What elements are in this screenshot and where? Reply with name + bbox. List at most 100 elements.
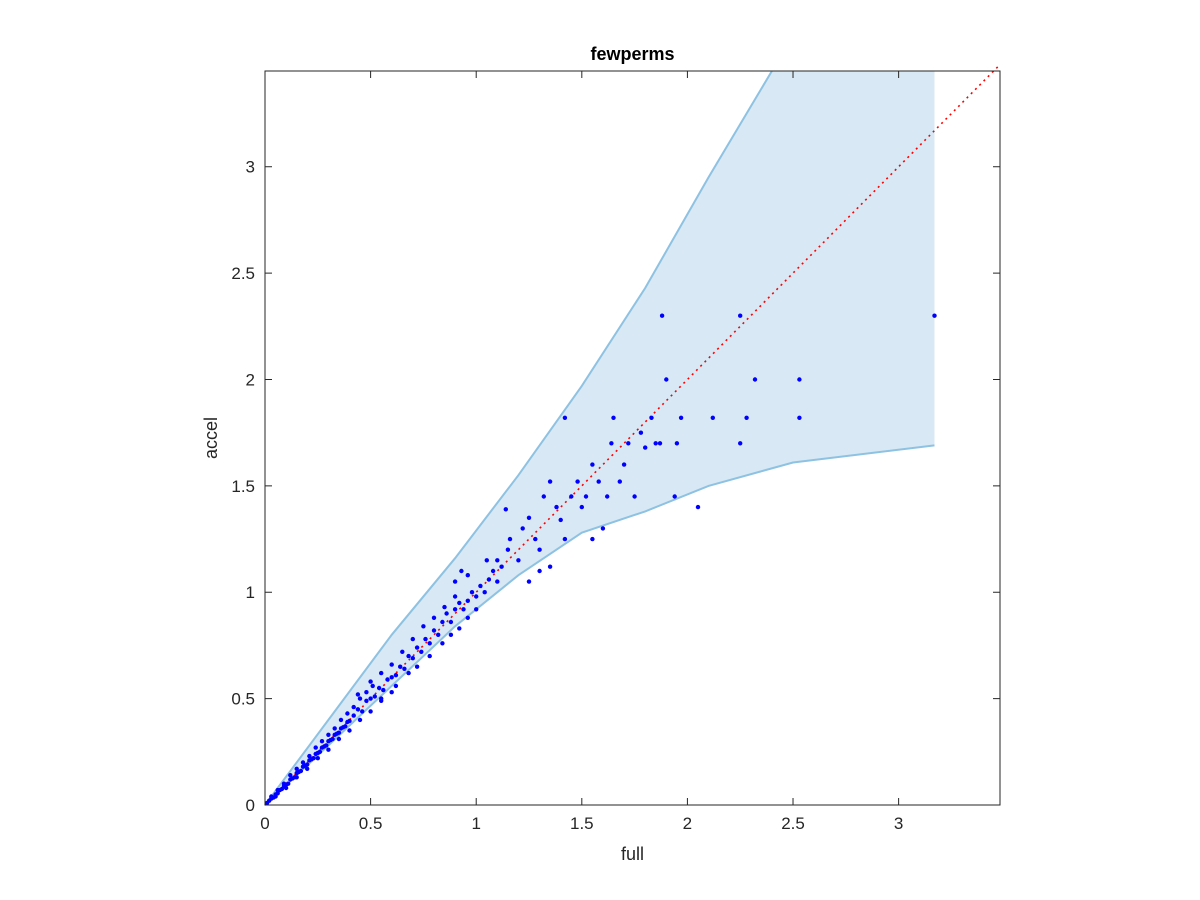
- data-point: [596, 479, 601, 484]
- data-point: [275, 791, 280, 796]
- data-point: [452, 594, 458, 599]
- data-point: [351, 704, 356, 710]
- data-point: [465, 598, 470, 603]
- x-tick-label: 1: [471, 814, 480, 833]
- data-point: [347, 718, 352, 724]
- data-point: [410, 636, 415, 642]
- data-point: [478, 583, 483, 589]
- y-tick-label: 2: [246, 370, 255, 389]
- data-point: [298, 768, 304, 774]
- data-point: [678, 415, 684, 420]
- data-point: [495, 579, 500, 584]
- data-point: [490, 568, 496, 574]
- data-point: [569, 494, 574, 499]
- data-point: [611, 415, 616, 420]
- data-point: [474, 607, 479, 612]
- data-point: [590, 536, 595, 542]
- data-point: [507, 536, 513, 542]
- data-point: [423, 636, 428, 642]
- data-point: [505, 547, 511, 552]
- data-point: [632, 494, 637, 499]
- data-point: [307, 753, 312, 759]
- data-point: [562, 415, 568, 420]
- data-point: [440, 641, 445, 646]
- data-point: [370, 683, 375, 689]
- data-point: [537, 568, 542, 574]
- data-point: [526, 515, 532, 520]
- data-point: [448, 632, 454, 637]
- data-point: [372, 694, 377, 699]
- x-axis-ticks: 0 0.5 1 1.5 2 2.5 3: [260, 71, 903, 833]
- data-point: [368, 709, 373, 714]
- data-point: [674, 441, 680, 446]
- data-point: [503, 507, 508, 512]
- confidence-band: [265, 71, 935, 805]
- x-tick-label: 3: [894, 814, 903, 833]
- data-point: [305, 766, 310, 771]
- data-point: [797, 415, 802, 420]
- data-point: [436, 632, 441, 637]
- data-point: [288, 773, 293, 778]
- data-point: [710, 415, 715, 420]
- data-point: [457, 600, 462, 606]
- data-point: [355, 707, 361, 712]
- data-point: [547, 564, 553, 569]
- x-tick-label: 2: [683, 814, 692, 833]
- data-point: [286, 781, 291, 786]
- data-point: [357, 717, 363, 723]
- data-point: [336, 736, 342, 742]
- data-point: [590, 462, 595, 467]
- data-point: [440, 619, 445, 625]
- data-point: [421, 624, 426, 629]
- data-point: [526, 579, 532, 584]
- data-point: [275, 787, 280, 793]
- data-point: [657, 441, 663, 446]
- data-point: [379, 696, 384, 701]
- data-point: [649, 415, 654, 420]
- data-point: [495, 558, 500, 563]
- data-point: [474, 594, 479, 599]
- data-point: [294, 775, 299, 780]
- data-point: [402, 666, 407, 671]
- chart-title: fewperms: [590, 44, 674, 64]
- data-point: [326, 732, 331, 737]
- data-point: [324, 743, 329, 748]
- data-point: [389, 690, 394, 695]
- data-point: [410, 656, 415, 661]
- data-point: [452, 579, 458, 584]
- y-tick-label: 2.5: [231, 264, 255, 283]
- data-point: [499, 564, 504, 569]
- data-point: [486, 577, 492, 582]
- data-point: [336, 730, 342, 735]
- data-point: [347, 728, 352, 733]
- plot-area: [264, 64, 1001, 806]
- data-point: [431, 615, 437, 620]
- y-axis-label: accel: [201, 417, 221, 459]
- data-point: [752, 377, 758, 382]
- y-tick-label: 3: [246, 158, 255, 177]
- data-point: [459, 568, 464, 574]
- data-point: [364, 698, 369, 703]
- y-axis-ticks: 0 0.5 1 1.5 2 2.5 3: [231, 158, 1000, 815]
- data-point: [281, 781, 287, 786]
- data-point: [357, 696, 363, 701]
- x-tick-label: 1.5: [570, 814, 594, 833]
- data-point: [605, 494, 610, 499]
- data-point: [621, 462, 627, 467]
- data-point: [376, 685, 382, 691]
- data-point: [317, 749, 323, 754]
- data-point: [638, 430, 644, 435]
- data-point: [537, 547, 542, 552]
- data-point: [444, 611, 449, 616]
- y-tick-label: 0: [246, 796, 255, 815]
- band-upper-edge: [264, 70, 773, 806]
- data-point: [562, 536, 568, 542]
- data-point: [319, 739, 325, 744]
- y-tick-label: 1: [246, 583, 255, 602]
- data-point: [305, 762, 310, 767]
- data-point: [343, 724, 348, 729]
- data-point: [797, 377, 802, 382]
- data-point: [406, 670, 411, 676]
- data-point: [400, 649, 405, 654]
